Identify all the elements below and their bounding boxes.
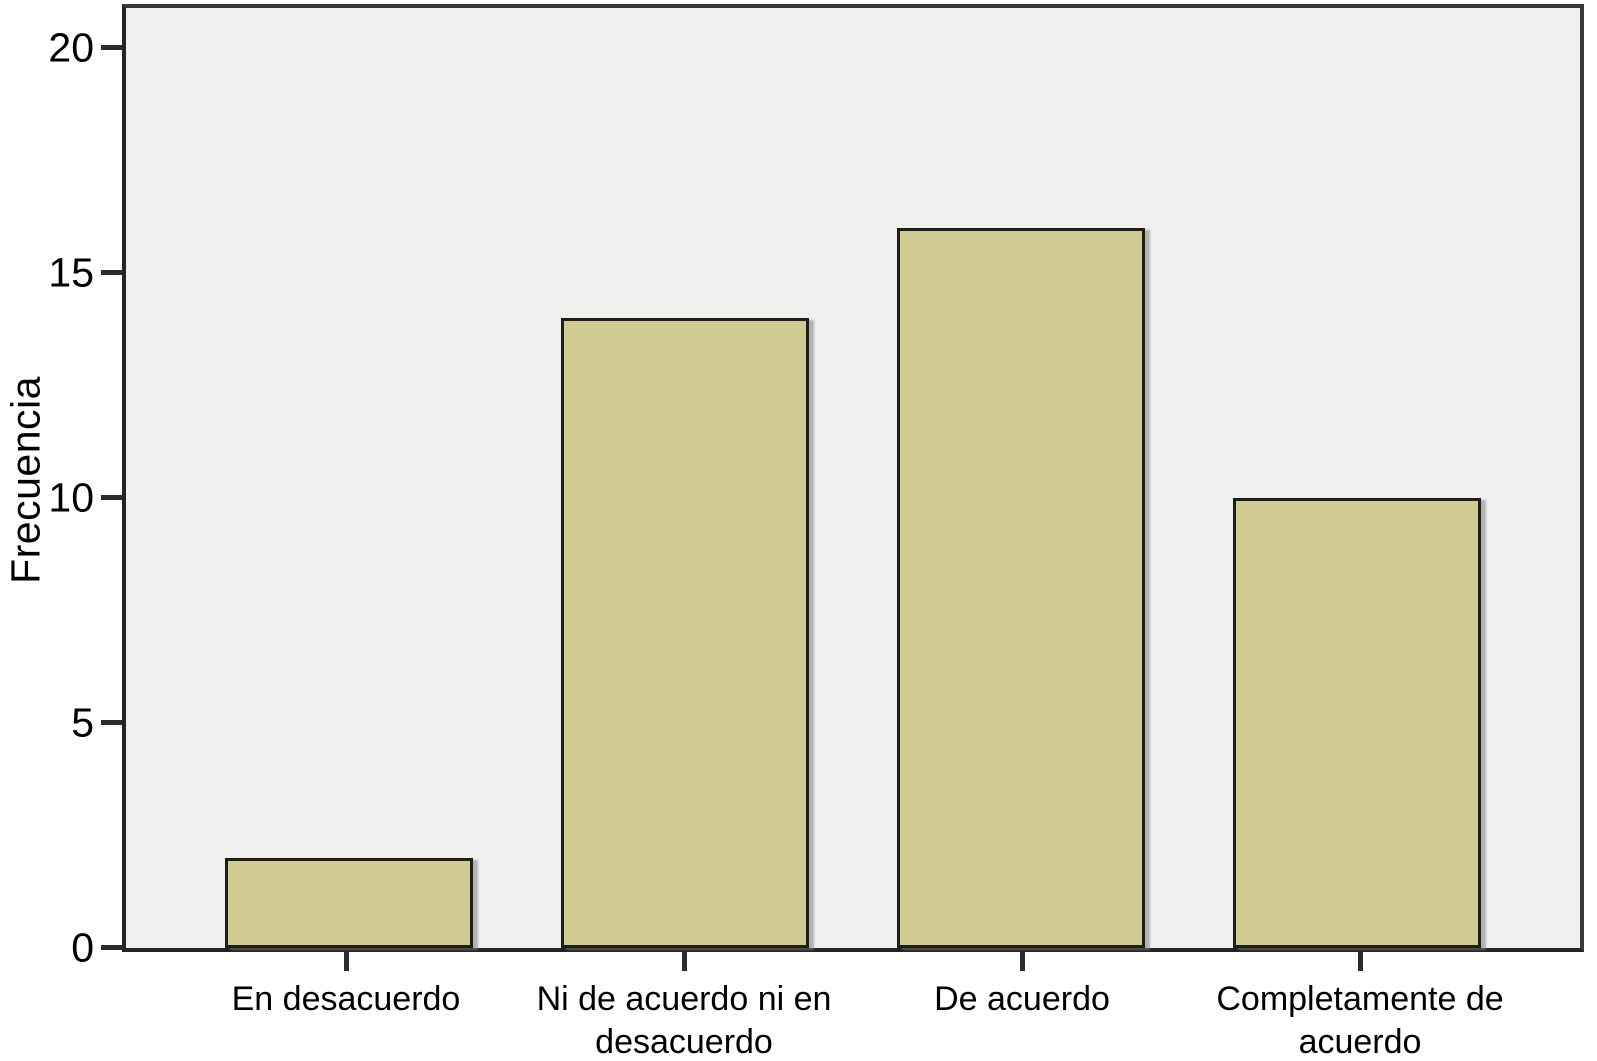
x-tick-label: De acuerdo [934,980,1110,1018]
x-category: Ni de acuerdo ni en desacuerdo [515,952,853,1061]
bar-slot [1189,8,1525,948]
y-tick-mark [101,45,122,50]
y-tick-label: 20 [48,24,94,71]
y-tick-mark [101,945,122,950]
bar-slot [517,8,853,948]
y-tick-label: 0 [71,924,94,971]
y-tick-mark [101,495,122,500]
x-tick-mark [681,952,687,971]
x-category: De acuerdo [853,952,1191,1061]
x-category: En desacuerdo [177,952,515,1061]
bar-1 [225,858,473,948]
x-tick-label: En desacuerdo [231,980,461,1018]
x-axis: En desacuerdo Ni de acuerdo ni en desacue… [122,952,1584,1061]
y-axis-title: Frecuencia [2,376,49,584]
bar-4 [1233,498,1481,948]
x-tick-label: Ni de acuerdo ni en desacuerdo [536,980,832,1061]
x-tick-mark [1019,952,1025,971]
x-tick-mark [1357,952,1363,971]
plot-area: 0 5 10 15 20 [48,4,1584,968]
bar-slot [853,8,1189,948]
y-tick-label: 10 [48,474,94,521]
bar-slot [181,8,517,948]
x-tick-mark [343,952,349,971]
bar-3 [897,228,1145,948]
y-tick-label: 15 [48,249,94,296]
y-tick-mark [101,270,122,275]
y-tick-mark [101,720,122,725]
bar-2 [561,318,809,948]
x-tick-label: Completamente de acuerdo [1216,980,1504,1061]
x-category: Completamente de acuerdo [1191,952,1529,1061]
bars-container [126,8,1580,948]
y-tick-label: 5 [71,699,94,746]
